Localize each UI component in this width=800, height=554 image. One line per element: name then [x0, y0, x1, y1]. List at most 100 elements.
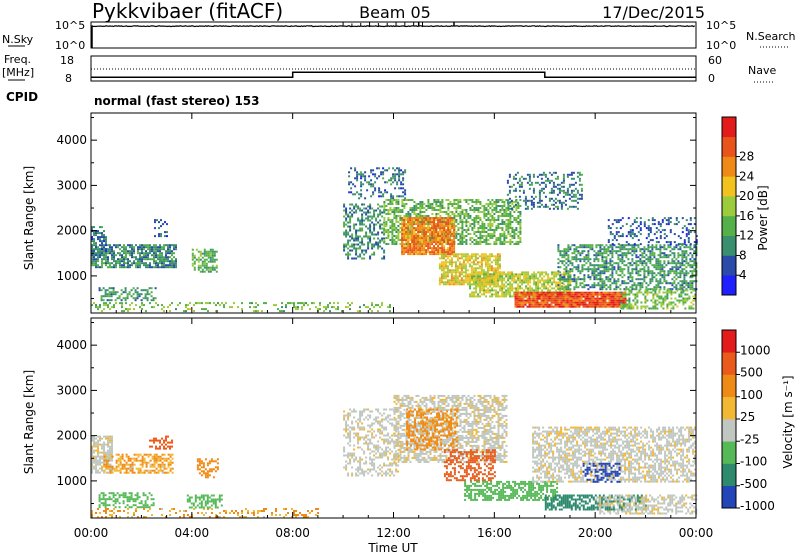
power-marks-cell [505, 199, 508, 201]
power-marks-cell [395, 215, 398, 217]
power-marks-cell [514, 305, 517, 308]
power-marks-cell [448, 279, 451, 282]
power-marks-cell [582, 305, 585, 308]
power-marks-cell [449, 221, 452, 224]
power-marks-cell [610, 299, 613, 302]
power-marks-cell [561, 288, 564, 291]
power-marks-cell [601, 280, 604, 283]
power-marks-cell [423, 249, 426, 252]
power-marks-cell [515, 219, 518, 221]
power-marks-cell [413, 201, 416, 203]
power-marks-cell [447, 253, 450, 256]
power-marks-cell [360, 173, 363, 176]
power-marks-cell [560, 207, 563, 210]
power-marks-cell [151, 246, 153, 249]
power-marks-cell [511, 289, 514, 292]
power-marks-cell [429, 251, 432, 254]
power-marks-cell [101, 254, 103, 257]
power-marks-cell [675, 286, 678, 289]
power-marks-cell [623, 246, 626, 249]
power-marks-cell [395, 219, 398, 221]
power-marks-cell [567, 256, 570, 259]
power-marks-cell [155, 244, 157, 247]
power-marks-cell [353, 205, 356, 208]
power-marks-cell [469, 287, 472, 290]
power-marks-cell [388, 167, 391, 170]
power-marks-cell [575, 258, 578, 261]
power-marks-cell [477, 285, 480, 288]
power-marks-cell [565, 278, 568, 281]
power-marks-cell [403, 239, 406, 242]
power-marks-cell [470, 255, 473, 258]
power-marks-cell [345, 243, 348, 246]
power-marks-cell [458, 263, 461, 266]
power-marks-cell [597, 254, 600, 257]
power-marks-cell [343, 249, 346, 252]
power-marks-cell [653, 266, 656, 269]
power-marks-cell [645, 276, 648, 279]
power-marks-cell [393, 199, 396, 201]
power-marks-cell [665, 256, 668, 259]
power-marks-cell [600, 291, 603, 294]
power-marks-cell [451, 211, 454, 213]
power-marks-cell [530, 203, 533, 206]
power-marks-cell [470, 257, 473, 260]
power-marks-cell [604, 305, 607, 308]
power-marks-cell [599, 266, 602, 269]
power-marks-cell [548, 299, 551, 302]
power-marks-cell [329, 302, 331, 305]
power-marks-cell [495, 209, 498, 211]
power-marks-cell [391, 229, 394, 231]
power-marks-cell [663, 270, 666, 273]
power-marks-cell [608, 299, 611, 302]
power-marks-cell [165, 250, 167, 253]
power-marks-cell [483, 271, 486, 274]
power-marks-cell [361, 227, 364, 230]
power-marks-cell [613, 280, 616, 283]
power-marks-cell [536, 305, 539, 308]
power-marks-cell [456, 279, 459, 282]
power-marks-cell [493, 221, 496, 223]
power-marks-cell [205, 266, 208, 269]
power-marks-cell [387, 209, 390, 211]
power-marks-cell [600, 299, 603, 302]
power-marks-cell [158, 235, 160, 238]
power-marks-cell [553, 287, 556, 290]
power-marks-cell [461, 223, 464, 225]
power-marks-cell [479, 283, 482, 286]
power-marks-cell [604, 301, 607, 304]
power-marks-cell [125, 254, 127, 257]
power-marks-cell [361, 239, 364, 242]
power-marks-cell [431, 235, 434, 238]
power-marks-cell [647, 260, 650, 263]
power-marks-cell [487, 271, 490, 274]
power-marks-cell [522, 191, 525, 194]
power-marks-cell [451, 249, 454, 252]
power-marks-cell [563, 286, 566, 289]
power-marks-cell [497, 217, 500, 219]
power-marks-cell [503, 215, 506, 217]
power-marks-cell [487, 243, 490, 245]
power-marks-cell [187, 304, 189, 307]
power-marks-cell [649, 256, 652, 259]
power-marks-cell [105, 240, 107, 243]
power-marks-cell [629, 286, 632, 289]
power-marks-cell [466, 261, 469, 264]
power-marks-cell [427, 205, 430, 207]
power-marks-cell [417, 241, 420, 244]
power-marks-cell [551, 271, 554, 274]
power-marks-cell [574, 299, 577, 302]
power-marks-cell [489, 237, 492, 239]
power-marks-cell [587, 276, 590, 279]
power-marks-cell [481, 285, 484, 288]
power-marks-cell [482, 269, 485, 272]
power-marks-cell [438, 265, 441, 268]
power-marks-cell [464, 265, 467, 268]
power-marks-cell [460, 277, 463, 280]
power-marks-cell [169, 310, 171, 313]
power-marks-cell [599, 252, 602, 255]
power-marks-cell [583, 256, 586, 259]
power-marks-cell [615, 270, 618, 273]
power-marks-cell [525, 273, 528, 276]
power-marks-cell [614, 291, 617, 294]
